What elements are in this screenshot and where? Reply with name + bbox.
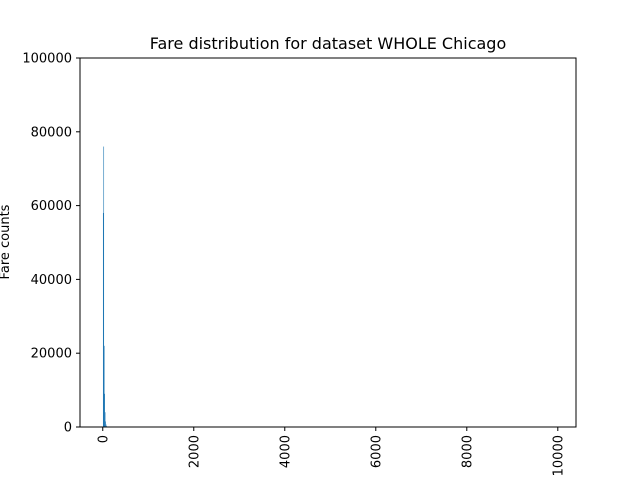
plot-frame [79,57,577,428]
bar-group [102,146,108,427]
histogram-bar-1 [103,146,105,427]
y-axis-label: Fare counts [0,204,13,279]
y-tick-label-5: 100000 [22,52,72,67]
histogram-bar-3 [104,393,105,427]
x-tick-label-3: 6000 [369,435,384,468]
y-tick-label-0: 0 [64,421,72,436]
histogram-bar-2 [103,345,105,427]
x-axis-ticks: 0 2000 4000 6000 8000 10000 [96,427,566,476]
x-tick-label-2: 4000 [278,435,293,468]
y-tick-label-3: 60000 [31,199,72,214]
histogram-bar-5 [105,421,106,427]
x-tick-label-1: 2000 [187,435,202,468]
histogram-bar-4 [104,412,106,427]
y-tick-label-1: 20000 [31,347,72,362]
histogram-bar-6 [105,424,107,427]
x-tick-label-4: 8000 [460,435,475,468]
histogram-bar-7 [106,425,107,427]
histogram-bar-0 [102,212,104,427]
y-tick-label-4: 80000 [31,125,72,140]
y-tick-label-2: 40000 [31,273,72,288]
y-axis-ticks: 0 20000 40000 60000 80000 100000 [22,52,80,436]
x-tick-label-0: 0 [96,435,111,443]
chart-title: Fare distribution for dataset WHOLE Chic… [150,34,506,53]
x-tick-label-5: 10000 [551,435,566,476]
